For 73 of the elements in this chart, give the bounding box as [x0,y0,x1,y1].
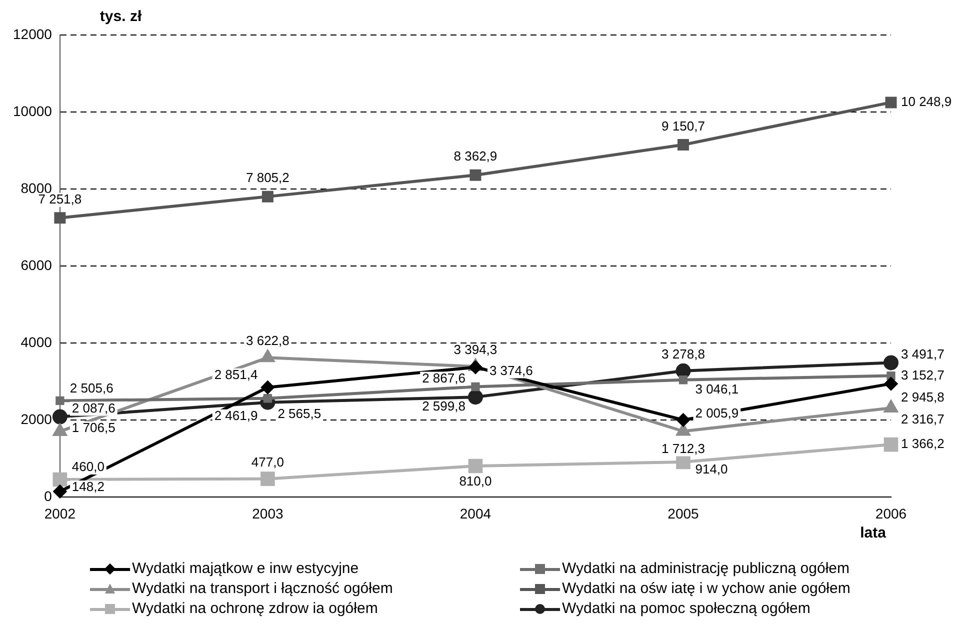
y-tick-label: 6000 [20,256,52,273]
point [54,212,66,224]
data-label: 2 867,6 [422,370,466,386]
data-label: 3 278,8 [662,346,705,362]
y-axis-title: tys. zł [100,8,142,26]
data-label: 2 945,8 [901,389,944,404]
legend-label: Wydatki na administrację publiczną ogółem [562,560,850,577]
point [678,376,688,384]
data-label: 7 805,2 [246,170,290,186]
x-tick-label: 2004 [460,505,492,522]
data-label: 460,0 [72,459,104,474]
data-label: 1 706,5 [72,420,116,436]
data-label: 2 565,5 [278,406,322,421]
x-tick-label: 2002 [44,505,76,522]
x-axis-title: lata [860,524,887,542]
data-label: 3 394,3 [454,342,498,358]
y-tick-label: 4000 [20,334,52,350]
data-label: 2 005,9 [695,406,739,421]
data-label: 2 316,7 [901,412,944,427]
x-tick-label: 2005 [668,505,700,522]
point [884,437,898,452]
point [468,390,483,405]
legend-label: Wydatki na transport i łączność ogółem [132,580,393,597]
data-label: 3 491,7 [901,346,944,362]
point [677,139,689,150]
point [56,396,64,406]
point [676,424,690,436]
legend-label: Wydatki majątkow e inw estycyjne [132,560,359,577]
data-label: 3 622,8 [246,333,290,348]
data-label: 477,0 [251,454,284,470]
point [52,472,68,487]
data-label: 8 362,9 [454,148,498,164]
point [468,360,482,374]
point [471,382,480,392]
data-label: 3 374,6 [489,362,533,378]
data-label: 148,2 [72,479,104,494]
data-label: 1 712,3 [662,440,705,456]
y-tick-label: 10000 [12,102,52,119]
legend-label: Wydatki na ochronę zdrow ia ogółem [132,600,378,617]
point [261,380,274,394]
data-label: 914,0 [695,462,728,477]
data-label: 3 046,1 [695,381,739,396]
data-label: 2 851,4 [214,366,258,382]
point [261,350,274,362]
legend-label: Wydatki na pomoc społeczną ogółem [562,600,810,617]
y-tick-label: 0 [44,488,52,504]
point [262,190,274,202]
point [470,169,482,181]
point [53,484,66,498]
point [886,371,896,380]
point [676,363,691,378]
point [676,454,690,470]
data-label: 2 505,6 [70,380,114,396]
data-label: 10 248,9 [901,94,952,110]
x-tick-label: 2003 [252,505,284,522]
data-label: 1 366,2 [901,436,944,452]
point [260,472,275,486]
x-tick-label: 2006 [875,505,907,522]
data-label: 3 152,7 [901,367,944,382]
point [885,96,897,108]
point [52,409,68,424]
point [468,458,483,474]
point [884,355,898,370]
data-label: 2 599,8 [422,398,466,414]
data-label: 9 150,7 [662,118,705,134]
data-label: 810,0 [459,474,492,489]
point [884,377,898,390]
point [676,413,690,426]
y-tick-label: 2000 [20,411,52,428]
data-label: 2 087,6 [72,400,116,416]
data-label: 2 461,9 [214,408,258,423]
legend-label: Wydatki na ośw iatę i w ychow anie ogółem [562,580,850,597]
y-tick-label: 12000 [12,26,52,42]
